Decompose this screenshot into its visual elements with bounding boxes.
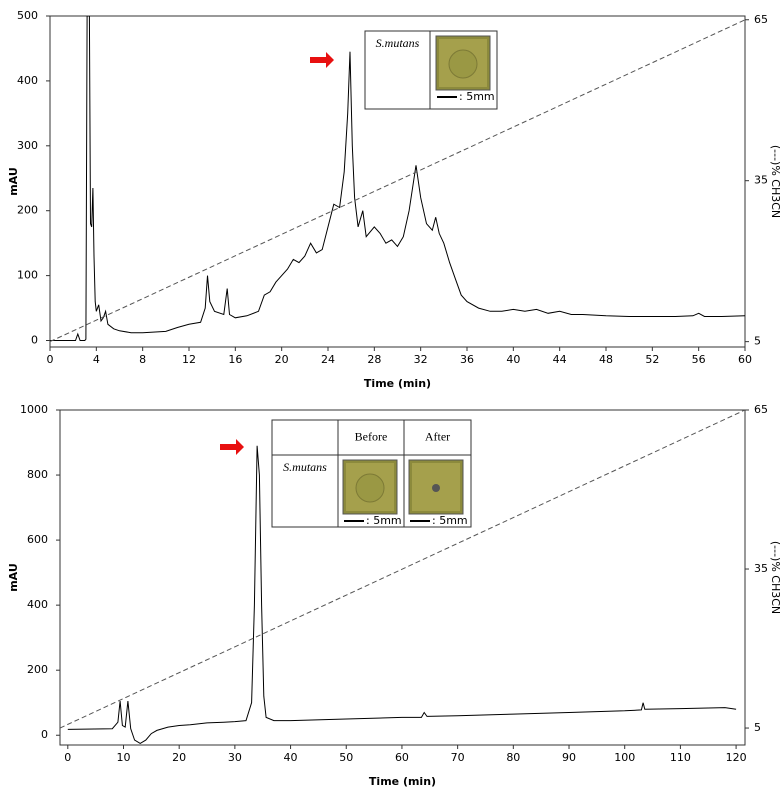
- y-tick-label: 800: [27, 468, 48, 481]
- x-tick-label: 100: [614, 751, 635, 764]
- inhibition-zone: [448, 49, 478, 79]
- x-tick-label: 48: [599, 353, 613, 366]
- x-tick-label: 24: [321, 353, 335, 366]
- arrow: [220, 439, 244, 455]
- y-tick-label: 600: [27, 533, 48, 546]
- x-tick-label: 28: [367, 353, 381, 366]
- arrow: [310, 52, 334, 68]
- y-tick-label: 400: [27, 598, 48, 611]
- x-tick-label: 40: [284, 751, 298, 764]
- y-tick-label: 400: [17, 74, 38, 87]
- plot-frame: [59, 409, 746, 746]
- x-axis-label: Time (min): [364, 377, 431, 390]
- x-tick-label: 60: [395, 751, 409, 764]
- x-tick-label: 70: [451, 751, 465, 764]
- x-tick-label: 52: [645, 353, 659, 366]
- row-label: S.mutans: [376, 36, 420, 50]
- x-tick-label: 44: [553, 353, 567, 366]
- x-tick-label: 60: [738, 353, 752, 366]
- x-tick-label: 40: [506, 353, 520, 366]
- y2-tick-label: 35: [754, 562, 768, 575]
- y2-tick-label: 65: [754, 403, 768, 416]
- column-header: After: [425, 429, 450, 443]
- x-tick-label: 80: [506, 751, 520, 764]
- x-tick-label: 16: [228, 353, 242, 366]
- x-tick-label: 32: [414, 353, 428, 366]
- x-tick-label: 20: [172, 751, 186, 764]
- y-tick-label: 500: [17, 9, 38, 22]
- x-tick-label: 12: [182, 353, 196, 366]
- row-label: S.mutans: [283, 460, 327, 474]
- x-tick-label: 90: [562, 751, 576, 764]
- y-tick-label: 300: [17, 139, 38, 152]
- x-tick-label: 120: [726, 751, 747, 764]
- scale-label: : 5mm: [459, 90, 495, 103]
- chromatogram-line: [67, 445, 737, 744]
- gradient-line: [60, 410, 745, 729]
- x-tick-label: 56: [692, 353, 706, 366]
- x-tick-label: 0: [64, 751, 71, 764]
- y-tick-label: 0: [41, 728, 48, 741]
- x-tick-label: 20: [275, 353, 289, 366]
- y-tick-label: 100: [17, 269, 38, 282]
- column-header: Before: [355, 429, 388, 443]
- y2-tick-label: 5: [754, 721, 761, 734]
- y2-axis-label: (---)% CH3CN: [769, 541, 782, 614]
- y-axis-label: mAU: [7, 563, 20, 592]
- y2-tick-label: 65: [754, 13, 768, 26]
- y-tick-label: 0: [31, 334, 38, 347]
- y2-tick-label: 5: [754, 335, 761, 348]
- scale-label: : 5mm: [432, 514, 468, 527]
- x-tick-label: 8: [139, 353, 146, 366]
- x-tick-label: 30: [228, 751, 242, 764]
- x-axis-label: Time (min): [369, 775, 436, 787]
- scale-label: : 5mm: [366, 514, 402, 527]
- x-tick-label: 10: [116, 751, 130, 764]
- inhibition-zone: [355, 473, 385, 503]
- y-tick-label: 200: [27, 663, 48, 676]
- x-tick-label: 50: [339, 751, 353, 764]
- x-tick-label: 0: [47, 353, 54, 366]
- y-tick-label: 200: [17, 204, 38, 217]
- chromatogram-line: [50, 16, 745, 341]
- y-axis-label: mAU: [7, 167, 20, 196]
- x-tick-label: 4: [93, 353, 100, 366]
- x-tick-label: 36: [460, 353, 474, 366]
- y2-axis-label: (---)% CH3CN: [769, 145, 782, 218]
- y2-tick-label: 35: [754, 174, 768, 187]
- y-tick-label: 1000: [20, 403, 48, 416]
- inhibition-zone: [432, 484, 440, 492]
- plot-frame: [49, 15, 746, 348]
- x-tick-label: 110: [670, 751, 691, 764]
